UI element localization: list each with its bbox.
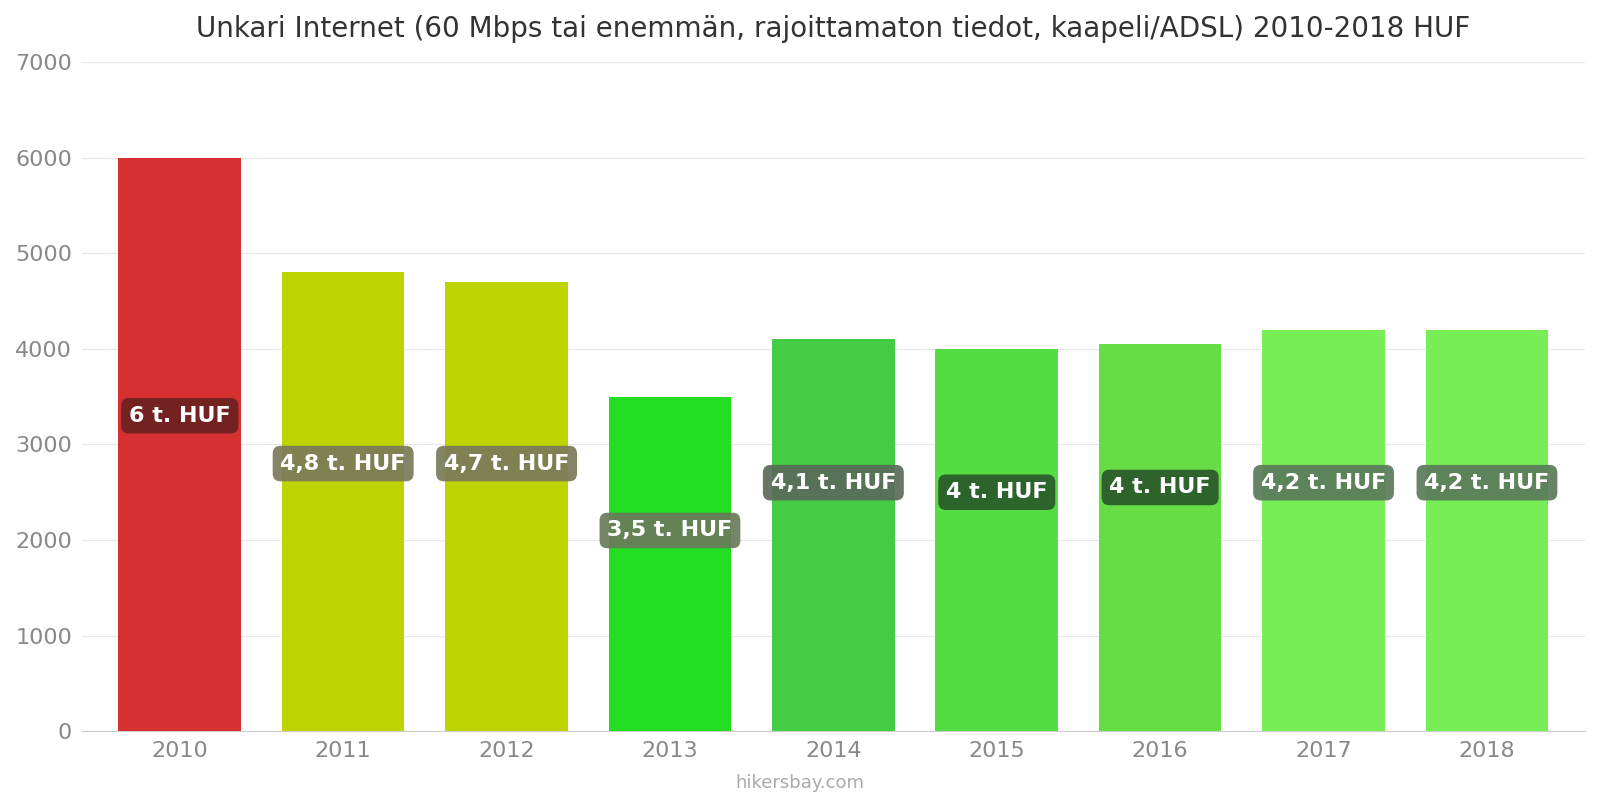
Text: 4,8 t. HUF: 4,8 t. HUF [280,454,406,474]
Text: 4,7 t. HUF: 4,7 t. HUF [443,454,570,474]
Bar [608,397,731,731]
Bar [1426,330,1549,731]
Bar [1262,330,1386,731]
Text: 3,5 t. HUF: 3,5 t. HUF [608,521,733,541]
Bar [773,339,894,731]
Text: 4 t. HUF: 4 t. HUF [1109,478,1211,498]
Text: hikersbay.com: hikersbay.com [736,774,864,792]
Text: 6 t. HUF: 6 t. HUF [130,406,230,426]
Text: 4 t. HUF: 4 t. HUF [946,482,1048,502]
Bar [118,158,242,731]
Bar [1099,344,1221,731]
Text: 4,2 t. HUF: 4,2 t. HUF [1424,473,1549,493]
Text: 4,1 t. HUF: 4,1 t. HUF [771,473,896,493]
Bar [282,272,405,731]
Bar [445,282,568,731]
Text: 4,2 t. HUF: 4,2 t. HUF [1261,473,1386,493]
Title: Unkari Internet (60 Mbps tai enemmän, rajoittamaton tiedot, kaapeli/ADSL) 2010-2: Unkari Internet (60 Mbps tai enemmän, ra… [197,15,1470,43]
Bar [936,349,1058,731]
